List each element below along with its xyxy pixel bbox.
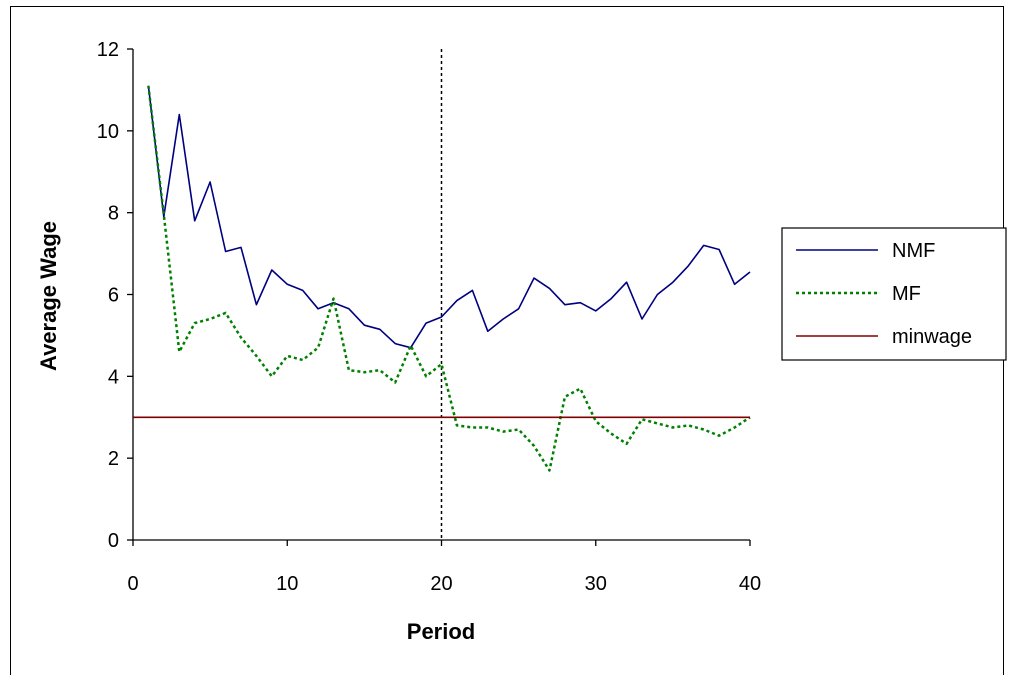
y-tick-label: 4 bbox=[108, 366, 119, 388]
x-tick-label: 10 bbox=[276, 573, 298, 595]
x-tick-label: 40 bbox=[739, 573, 761, 595]
x-tick-label: 30 bbox=[585, 573, 607, 595]
y-tick-label: 2 bbox=[108, 448, 119, 470]
series-nmf-line bbox=[147, 85, 751, 349]
axes: 0 2 4 6 8 10 12 0 10 20 30 40 bbox=[97, 39, 761, 595]
x-tick-label: 0 bbox=[127, 573, 138, 595]
series-layer bbox=[133, 49, 751, 540]
x-axis-label: Period bbox=[407, 619, 475, 644]
y-tick-label: 10 bbox=[97, 121, 119, 143]
legend-label-minwage: minwage bbox=[892, 326, 972, 348]
y-tick-label: 8 bbox=[108, 203, 119, 225]
y-tick-label: 0 bbox=[108, 530, 119, 552]
legend-label-mf: MF bbox=[892, 283, 921, 305]
y-axis-label: Average Wage bbox=[36, 221, 61, 371]
x-tick-label: 20 bbox=[430, 573, 452, 595]
series-mf-line bbox=[147, 85, 751, 472]
y-tick-label: 12 bbox=[97, 39, 119, 61]
legend: NMF MF minwage bbox=[781, 227, 1007, 361]
y-tick-label: 6 bbox=[108, 285, 119, 307]
legend-label-nmf: NMF bbox=[892, 240, 935, 262]
